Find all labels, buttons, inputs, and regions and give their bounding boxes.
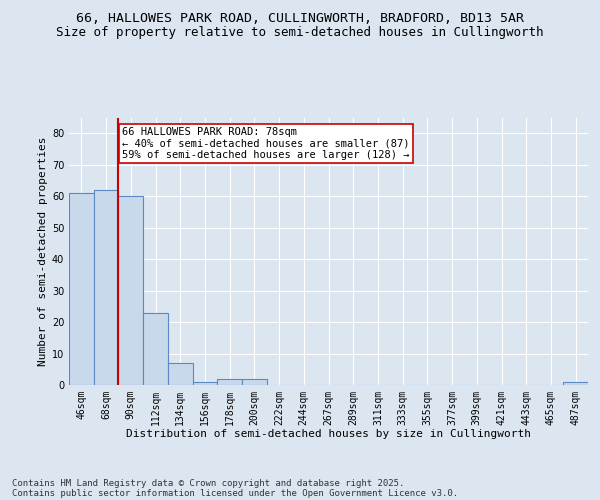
Bar (69, 193, 94, 385)
Text: 66, HALLOWES PARK ROAD, CULLINGWORTH, BRADFORD, BD13 5AR: 66, HALLOWES PARK ROAD, CULLINGWORTH, BR… (76, 12, 524, 26)
Bar (143, 312, 168, 385)
Text: Contains public sector information licensed under the Open Government Licence v3: Contains public sector information licen… (12, 488, 458, 498)
Bar (242, 378, 267, 385)
Text: Contains HM Land Registry data © Crown copyright and database right 2025.: Contains HM Land Registry data © Crown c… (12, 478, 404, 488)
Y-axis label: Number of semi-detached properties: Number of semi-detached properties (38, 136, 47, 366)
Bar (168, 363, 193, 385)
Bar (118, 196, 143, 385)
Bar (94, 190, 118, 385)
Bar (563, 382, 588, 385)
Bar (217, 378, 242, 385)
Bar (193, 382, 217, 385)
X-axis label: Distribution of semi-detached houses by size in Cullingworth: Distribution of semi-detached houses by … (126, 430, 531, 440)
Text: Size of property relative to semi-detached houses in Cullingworth: Size of property relative to semi-detach… (56, 26, 544, 39)
Text: 66 HALLOWES PARK ROAD: 78sqm
← 40% of semi-detached houses are smaller (87)
59% : 66 HALLOWES PARK ROAD: 78sqm ← 40% of se… (122, 127, 410, 160)
